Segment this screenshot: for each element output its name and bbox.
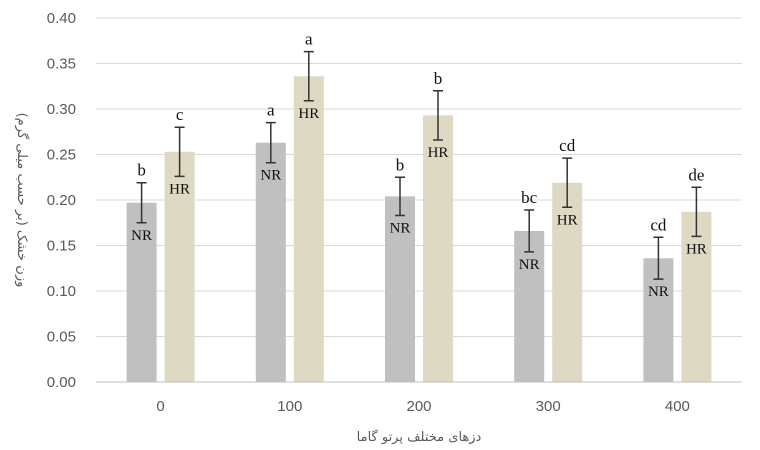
bar-nr: [385, 196, 415, 382]
significance-letter: cd: [559, 136, 576, 155]
y-tick-label: 0.05: [47, 329, 76, 346]
y-tick-labels: 0.00 0.05 0.10 0.15 0.20 0.25 0.30 0.35 0.40: [47, 10, 76, 391]
y-tick-label: 0.15: [47, 238, 76, 255]
error-bar: [265, 121, 276, 164]
bar-series-label: NR: [390, 220, 411, 236]
bar-series-label: NR: [131, 228, 152, 244]
bar-nr: [126, 202, 157, 382]
significance-letter: b: [137, 161, 146, 180]
y-tick-label: 0.10: [47, 283, 76, 300]
x-tick-label: 300: [536, 398, 561, 415]
bar-hr: [423, 115, 453, 383]
x-tick-label: 200: [406, 398, 431, 415]
significance-letters: b a b bc cd c a b cd de: [137, 30, 704, 235]
significance-letter: bc: [521, 188, 538, 207]
x-tick-label: 400: [665, 398, 690, 415]
y-tick-label: 0.25: [47, 147, 76, 164]
bar-hr: [681, 211, 712, 382]
significance-letter: b: [396, 155, 405, 174]
y-tick-label: 0.35: [47, 56, 76, 73]
x-tick-label: 100: [277, 398, 302, 415]
y-tick-label: 0.00: [47, 374, 76, 391]
bar-series-label: HR: [169, 181, 190, 197]
bar-series-label: NR: [519, 257, 540, 273]
error-bar: [653, 236, 664, 280]
bar-series-label: HR: [557, 212, 578, 228]
bar-hr: [293, 76, 324, 383]
gridlines: [96, 17, 742, 337]
bar-series-label: NR: [260, 168, 281, 184]
bar-series-label: HR: [298, 106, 319, 122]
bar-nr: [255, 142, 286, 382]
y-axis-title: وزن خشک (بر حسب میلی گرم): [14, 113, 30, 288]
significance-letter: cd: [650, 215, 667, 234]
bar-series-label: NR: [648, 284, 669, 300]
bar-hr: [552, 182, 583, 382]
x-tick-labels: 0 100 200 300 400: [156, 398, 689, 415]
y-tick-label: 0.40: [47, 10, 76, 27]
error-bar: [433, 90, 443, 141]
significance-letter: a: [305, 30, 313, 49]
bar-series-label: HR: [428, 145, 449, 161]
y-tick-label: 0.20: [47, 192, 76, 209]
error-bars: [136, 50, 702, 280]
error-bar: [303, 50, 314, 102]
bars: [126, 76, 712, 383]
error-bar: [691, 186, 702, 238]
error-bar: [562, 157, 573, 209]
bar-nr: [514, 230, 545, 382]
error-bar: [395, 176, 405, 217]
y-tick-label: 0.30: [47, 101, 76, 118]
x-tick-label: 0: [156, 398, 164, 415]
bar-hr: [164, 151, 195, 382]
significance-letter: b: [434, 69, 443, 88]
significance-letter: a: [267, 101, 275, 120]
bar-series-label: HR: [686, 241, 707, 257]
significance-letter: de: [688, 165, 704, 184]
x-axis-title: دزهای مختلف پرتو گاما: [357, 429, 482, 445]
significance-letter: c: [176, 105, 184, 124]
error-bar: [136, 181, 147, 224]
bar-labels: NR NR NR NR NR HR HR HR HR HR: [131, 106, 707, 300]
error-bar: [174, 126, 185, 178]
error-bar: [524, 209, 535, 253]
